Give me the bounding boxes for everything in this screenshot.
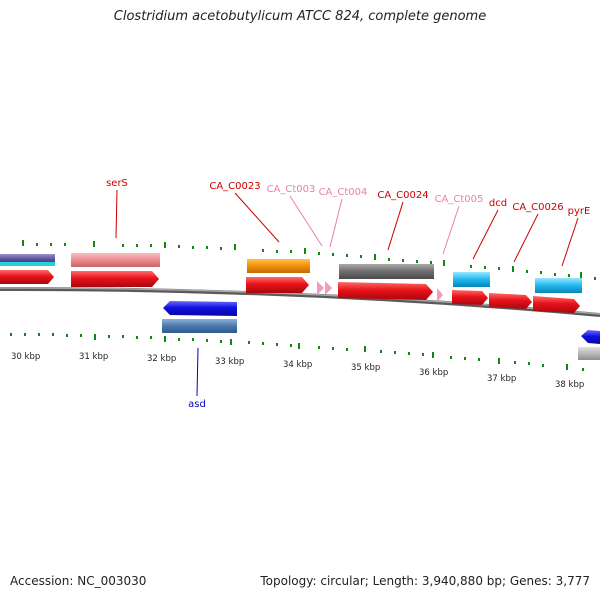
- cds-arrow: [533, 296, 580, 313]
- feature-cyan-left: [0, 262, 55, 266]
- forward-cds-row: [0, 270, 580, 313]
- gene-label-ca-ct005: CA_Ct005: [435, 194, 484, 205]
- feature-salmon: [71, 253, 160, 267]
- feature-cyan-1: [453, 272, 490, 287]
- gene-label-ca-ct003: CA_Ct003: [267, 184, 316, 195]
- cds-arrow: [452, 290, 488, 305]
- feature-grey: [339, 264, 434, 279]
- genome-summary: Topology: circular; Length: 3,940,880 bp…: [260, 574, 590, 588]
- gene-label-ca-ct004: CA_Ct004: [319, 187, 368, 198]
- cds-arrow: [338, 282, 433, 300]
- accession-label: Accession: NC_003030: [10, 574, 147, 588]
- reverse-feature-row: [162, 301, 600, 360]
- kbp-label: 35 kbp: [351, 363, 380, 373]
- upper-ticks: [22, 240, 596, 280]
- kbp-label: 34 kbp: [283, 360, 312, 370]
- rna-arrow: [437, 288, 443, 302]
- upper-feature-row: [0, 253, 582, 293]
- gene-label-ca-c0024: CA_C0024: [377, 190, 428, 201]
- gene-labels: serS CA_C0023 CA_Ct003 CA_Ct004 CA_C0024…: [106, 178, 590, 410]
- kbp-label: 30 kbp: [11, 352, 40, 362]
- label-leaders: [115, 189, 579, 397]
- gene-label-asd: asd: [188, 399, 206, 410]
- cds-arrow-reverse: [163, 301, 237, 316]
- feature-cyan-2: [535, 278, 582, 293]
- feature-steel: [162, 319, 237, 333]
- kbp-label: 36 kbp: [419, 368, 448, 378]
- kbp-label: 32 kbp: [147, 354, 176, 364]
- rna-arrow: [325, 281, 332, 295]
- cds-arrow: [246, 277, 309, 293]
- map-title: Clostridium acetobutylicum ATCC 824, com…: [113, 9, 487, 24]
- cds-arrow: [0, 270, 54, 284]
- rna-arrow: [317, 281, 324, 295]
- lower-ticks: [10, 333, 584, 371]
- kbp-label: 37 kbp: [487, 374, 516, 384]
- gene-label-ca-c0023: CA_C0023: [209, 181, 260, 192]
- cds-arrow-reverse: [581, 330, 600, 344]
- cds-arrow: [489, 293, 532, 309]
- gene-label-ca-c0026: CA_C0026: [512, 202, 563, 213]
- feature-orange: [247, 259, 310, 273]
- cds-arrow: [71, 271, 159, 287]
- gene-label-sers: serS: [106, 178, 128, 189]
- gene-label-pyre: pyrE: [568, 206, 591, 217]
- kbp-labels: 30 kbp 31 kbp 32 kbp 33 kbp 34 kbp 35 kb…: [11, 352, 584, 390]
- gene-label-dcd: dcd: [489, 198, 507, 209]
- kbp-label: 33 kbp: [215, 357, 244, 367]
- kbp-label: 31 kbp: [79, 352, 108, 362]
- kbp-label: 38 kbp: [555, 380, 584, 390]
- feature-silver: [578, 347, 600, 360]
- feature-purple: [0, 254, 55, 265]
